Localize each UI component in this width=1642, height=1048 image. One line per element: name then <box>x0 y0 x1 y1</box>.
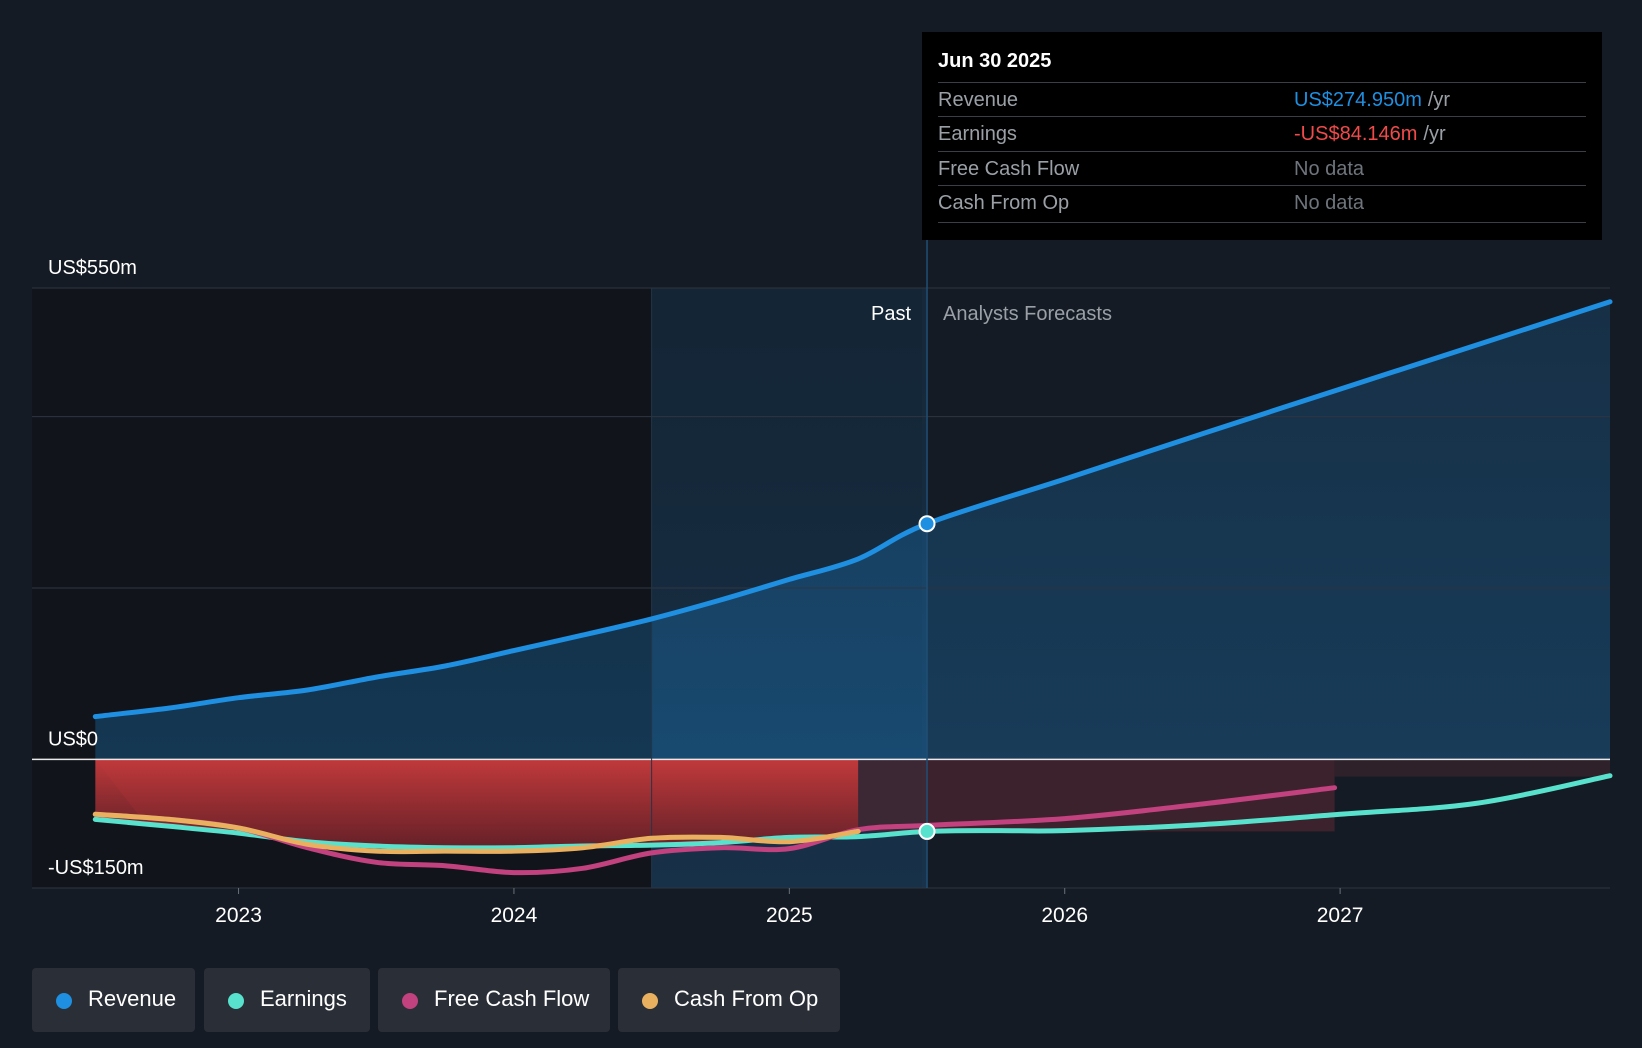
legend-label: Revenue <box>88 986 177 1011</box>
revenue-marker <box>918 515 936 533</box>
tooltip-row-revenue: Revenue US$274.950m/yr <box>938 82 1586 117</box>
tooltip-row-free-cash-flow: Free Cash Flow No data <box>938 151 1586 186</box>
cash-from-op-line <box>92 811 861 855</box>
y-axis-label: -US$150m <box>48 857 144 879</box>
x-tick-label: 2023 <box>215 904 262 927</box>
tooltip-row-earnings: Earnings -US$84.146m/yr <box>938 116 1586 151</box>
tooltip-row-cash-from-op: Cash From Op No data <box>938 185 1586 220</box>
tooltip-date: Jun 30 2025 <box>938 50 1052 72</box>
tooltip-label: Revenue <box>938 89 1019 111</box>
legend-label: Free Cash Flow <box>434 986 590 1011</box>
y-axis-label: US$550m <box>48 257 137 279</box>
y-axis-label: US$0 <box>48 728 98 750</box>
legend-item-free-cash-flow[interactable]: Free Cash Flow <box>378 968 610 1032</box>
tooltip-label: Earnings <box>938 123 1017 145</box>
forecast-label: Analysts Forecasts <box>943 303 1112 325</box>
x-tick-label: 2027 <box>1317 904 1364 927</box>
x-tick-label: 2025 <box>766 904 813 927</box>
tooltip-value: US$274.950m/yr <box>1294 89 1451 111</box>
legend-item-earnings[interactable]: Earnings <box>204 968 370 1032</box>
x-tick-label: 2026 <box>1041 904 1088 927</box>
legend-label: Earnings <box>260 986 347 1011</box>
tooltip-value: No data <box>1294 158 1365 180</box>
x-tick-label: 2024 <box>491 904 538 927</box>
tooltip: Jun 30 2025 Revenue US$274.950m/yr Earni… <box>922 32 1602 240</box>
free-cash-flow-dot-icon <box>402 993 418 1009</box>
revenue-line <box>92 299 1613 720</box>
earnings-marker <box>918 822 936 840</box>
legend-item-revenue[interactable]: Revenue <box>32 968 195 1032</box>
forecast-loss-tail <box>1334 759 1610 777</box>
cash-from-op-dot-icon <box>642 993 658 1009</box>
tooltip-label: Cash From Op <box>938 192 1070 214</box>
tooltip-divider <box>938 222 1586 223</box>
loss-area-fill <box>95 759 859 848</box>
earnings-dot-icon <box>228 993 244 1009</box>
tooltip-value: No data <box>1294 192 1365 214</box>
tooltip-label: Free Cash Flow <box>938 158 1080 180</box>
revenue-dot-icon <box>56 993 72 1009</box>
legend-item-cash-from-op[interactable]: Cash From Op <box>618 968 840 1032</box>
past-label: Past <box>871 303 911 325</box>
tooltip-value: -US$84.146m/yr <box>1294 123 1446 145</box>
revenue-area <box>95 301 1610 760</box>
legend-label: Cash From Op <box>674 986 819 1011</box>
